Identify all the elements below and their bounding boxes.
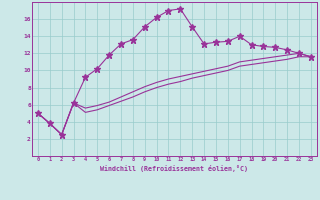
- X-axis label: Windchill (Refroidissement éolien,°C): Windchill (Refroidissement éolien,°C): [100, 165, 248, 172]
